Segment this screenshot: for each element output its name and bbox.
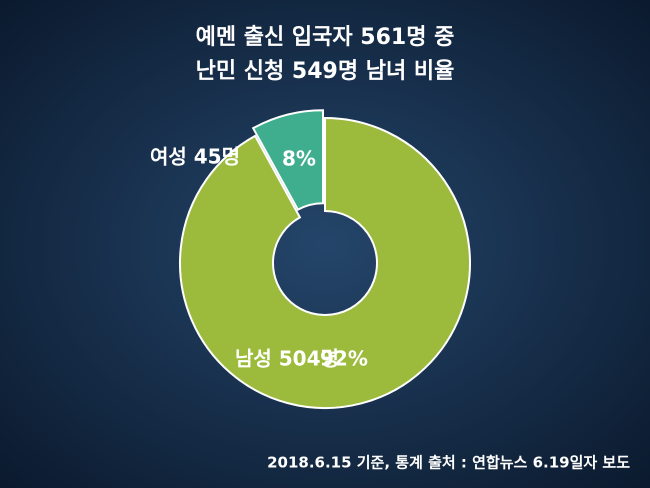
source-note: 2018.6.15 기준, 통계 출처 : 연합뉴스 6.19일자 보도 [267, 454, 630, 472]
chart-title: 난민 신청 549명 남녀 비율 [196, 59, 455, 84]
category-label: 남성 504명 [235, 347, 339, 371]
value-label: 92% [320, 347, 368, 371]
donut-slice [251, 109, 325, 212]
value-label: 8% [282, 147, 316, 171]
chart-title: 예멘 출신 입국자 561명 중 [196, 25, 455, 50]
category-label: 여성 45명 [150, 145, 240, 169]
donut-slice [179, 116, 471, 409]
